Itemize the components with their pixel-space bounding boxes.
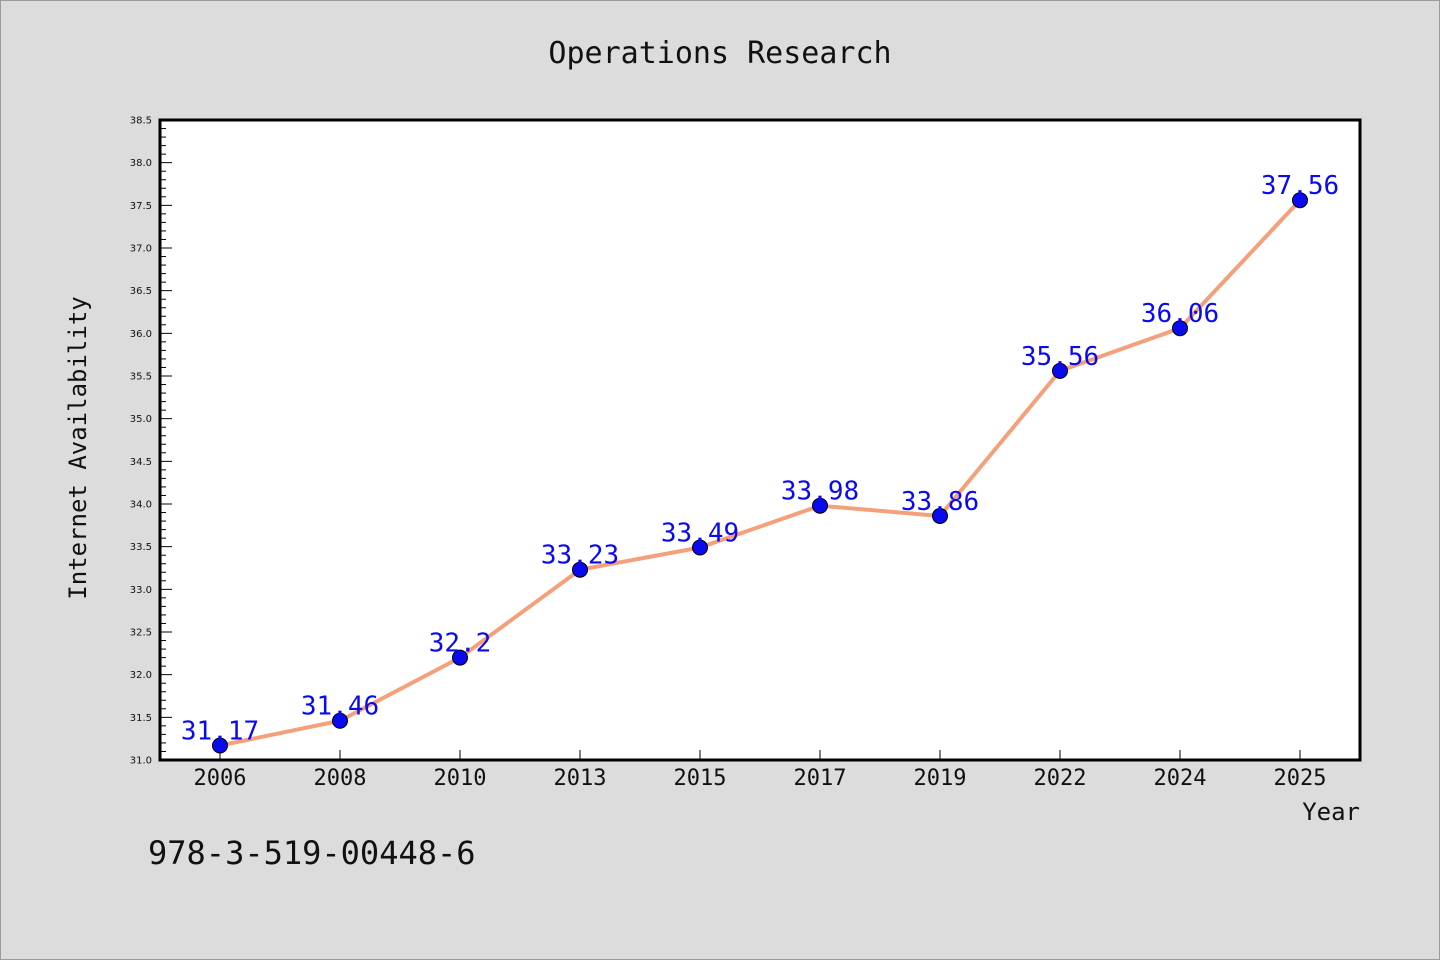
y-tick-label: 38.0: [130, 158, 152, 169]
y-tick-label: 35.5: [130, 372, 152, 383]
data-label: 35.56: [1021, 342, 1099, 372]
data-point: [1172, 320, 1188, 337]
data-label: 36.06: [1141, 299, 1219, 329]
y-tick-label: 37.5: [130, 201, 152, 212]
data-point: [692, 539, 708, 556]
x-tick-label: 2008: [314, 766, 367, 791]
x-tick-label: 2025: [1274, 766, 1327, 791]
x-tick-label: 2006: [194, 766, 247, 791]
y-tick-label: 33.0: [130, 585, 152, 596]
x-tick-label: 2013: [554, 766, 607, 791]
data-label: 31.17: [181, 716, 259, 746]
x-tick-label: 2022: [1034, 766, 1087, 791]
y-axis-label: Internet Availability: [64, 296, 92, 599]
data-point: [1052, 362, 1068, 379]
y-tick-label: 31.0: [130, 756, 152, 767]
data-label: 33.23: [541, 541, 619, 571]
data-label: 37.56: [1261, 171, 1339, 201]
y-tick-label: 37.0: [130, 244, 152, 255]
y-tick-label: 32.0: [130, 670, 152, 681]
data-label: 33.98: [781, 477, 859, 507]
data-labels-layer: 31.17 31.46 32.2 33.23 33.49 33.98 33.86 35.56 3…: [181, 171, 1339, 746]
chart-title: Operations Research: [548, 36, 891, 71]
y-tick-label: 36.0: [130, 329, 152, 340]
y-tick-label: 35.0: [130, 414, 152, 425]
x-axis-label: Year: [1302, 798, 1360, 826]
x-tick-label: 2024: [1154, 766, 1207, 791]
y-axis-ticks: 31.0 31.5 32.0 32.5 33.0 33.5 34.0 34.5 35.0 35.5…: [130, 116, 172, 767]
y-tick-label: 34.0: [130, 500, 152, 511]
x-axis-ticks: 2006 2008 2010 2013 2015 2017 2019 2022 2024 2025: [194, 750, 1327, 791]
y-tick-label: 38.5: [130, 116, 152, 127]
isbn-text: 978-3-519-00448-6: [148, 834, 476, 872]
data-point: [212, 737, 228, 754]
data-point: [812, 497, 828, 514]
data-point: [332, 712, 348, 729]
y-tick-label: 31.5: [130, 713, 152, 724]
y-tick-label: 32.5: [130, 628, 152, 639]
x-tick-label: 2019: [914, 766, 967, 791]
plot-area: [160, 120, 1360, 760]
y-tick-label: 34.5: [130, 457, 152, 468]
y-tick-label: 36.5: [130, 286, 152, 297]
data-point: [572, 561, 588, 578]
series-line: [218, 198, 1302, 748]
x-tick-label: 2017: [794, 766, 847, 791]
data-label: 33.49: [661, 519, 739, 549]
data-label: 33.86: [901, 487, 979, 517]
data-point: [1292, 192, 1308, 209]
series-layer: [212, 192, 1308, 754]
x-tick-label: 2010: [434, 766, 487, 791]
plot-border: [158, 118, 1362, 762]
y-tick-label: 33.5: [130, 542, 152, 553]
data-point: [452, 649, 468, 666]
data-point: [932, 507, 948, 524]
data-label: 31.46: [301, 692, 379, 722]
data-label: 32.2: [429, 629, 492, 659]
x-tick-label: 2015: [674, 766, 727, 791]
